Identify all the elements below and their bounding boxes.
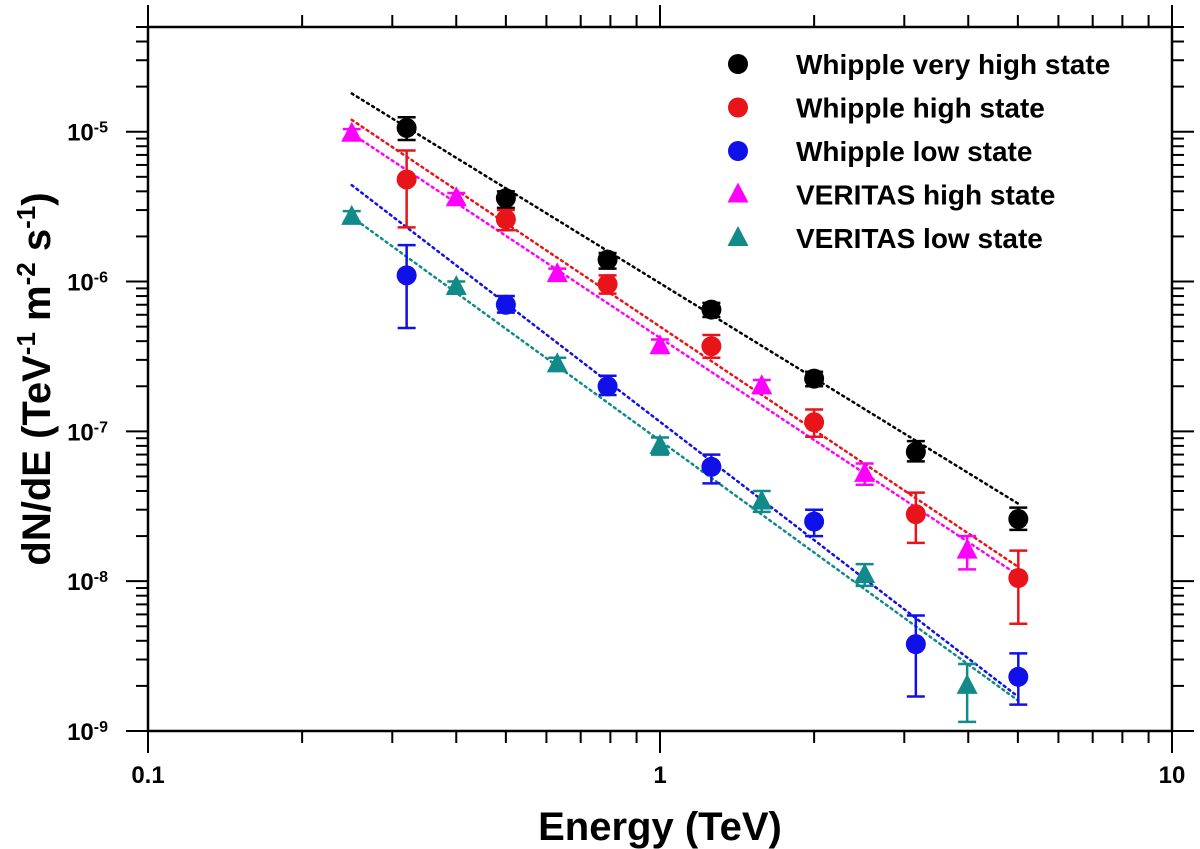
y-tick-exponent: -7 (94, 419, 108, 436)
legend-label: VERITAS low state (796, 223, 1043, 254)
y-axis-title-sup3: -1 (11, 206, 41, 229)
x-tick-label: 1 (653, 762, 666, 789)
legend-marker (727, 226, 749, 246)
fit-line (350, 132, 1020, 577)
data-point (396, 265, 417, 286)
data-point (445, 186, 467, 207)
data-point (649, 433, 671, 454)
x-tick-label: 10 (1159, 762, 1186, 789)
x-axis-title: Energy (TeV) (538, 805, 782, 849)
data-point (804, 412, 825, 433)
y-tick-label: 10-5 (67, 119, 108, 147)
y-tick-exponent: -8 (94, 569, 108, 586)
series-group (396, 149, 1029, 625)
data-point (905, 634, 926, 655)
series-group (396, 243, 1029, 706)
legend-label: VERITAS high state (796, 180, 1055, 211)
y-tick-base: 10 (67, 419, 94, 446)
data-point (956, 673, 978, 694)
data-point (396, 169, 417, 190)
y-tick-labels: 10-910-810-710-610-5 (67, 119, 108, 746)
legend-marker (728, 54, 748, 74)
data-point (701, 456, 722, 477)
legend: Whipple very high state Whipple high stat… (727, 49, 1110, 254)
y-tick-base: 10 (67, 569, 94, 596)
data-point (341, 204, 363, 225)
data-point (649, 334, 671, 355)
y-axis-title-end: ) (15, 192, 59, 205)
y-axis-title-mid: m (15, 285, 59, 332)
x-tick-label: 0.1 (131, 762, 164, 789)
y-tick-label: 10-6 (67, 269, 108, 297)
legend-marker (727, 182, 749, 203)
data-point (804, 511, 825, 532)
data-point (1008, 666, 1029, 687)
legend-label: Whipple low state (796, 136, 1032, 167)
y-axis-title-mid2: s (15, 229, 59, 262)
data-point (597, 249, 618, 270)
y-axis-title-sup1: -1 (11, 332, 41, 355)
data-point (341, 121, 363, 142)
data-point (854, 562, 876, 583)
data-point (1008, 509, 1029, 530)
data-point (1008, 568, 1029, 589)
data-point (905, 441, 926, 462)
legend-label: Whipple very high state (796, 49, 1110, 80)
y-tick-base: 10 (67, 719, 94, 746)
data-points (341, 115, 1029, 724)
tick-marks (126, 5, 1194, 753)
y-tick-label: 10-7 (67, 419, 108, 447)
data-point (546, 262, 568, 283)
data-point (495, 188, 516, 209)
legend-label: Whipple high state (796, 93, 1045, 124)
data-point (804, 368, 825, 389)
y-tick-exponent: -5 (94, 119, 108, 136)
y-tick-exponent: -6 (94, 269, 108, 286)
series-group (341, 204, 978, 724)
data-point (956, 538, 978, 559)
plot-frame (146, 25, 1174, 733)
data-point (905, 504, 926, 525)
data-point (546, 352, 568, 373)
data-point (495, 209, 516, 230)
legend-marker (728, 141, 748, 161)
data-point (854, 461, 876, 482)
data-point (597, 376, 618, 397)
y-tick-exponent: -9 (94, 719, 108, 736)
legend-marker (728, 97, 748, 118)
x-tick-labels: 0.1 1 10 (131, 762, 1185, 789)
data-point (701, 299, 722, 320)
series-group (341, 121, 978, 571)
y-tick-label: 10-9 (67, 719, 108, 747)
y-tick-base: 10 (67, 270, 94, 297)
data-point (396, 117, 417, 138)
fit-line (350, 183, 1020, 698)
data-point (495, 294, 516, 315)
data-point (597, 274, 618, 295)
data-point (445, 274, 467, 295)
y-axis-title-main: dN/dE (TeV (15, 355, 59, 566)
y-tick-label: 10-8 (67, 569, 108, 597)
y-axis-title-sup2: -2 (11, 262, 41, 285)
y-axis-title: dN/dE (TeV-1 m-2 s-1) (11, 192, 59, 565)
y-tick-base: 10 (67, 120, 94, 147)
data-point (701, 336, 722, 357)
data-point (751, 374, 773, 395)
data-point (751, 489, 773, 510)
fit-line (350, 92, 1020, 505)
series-group (396, 115, 1029, 532)
fit-line (350, 215, 1020, 702)
